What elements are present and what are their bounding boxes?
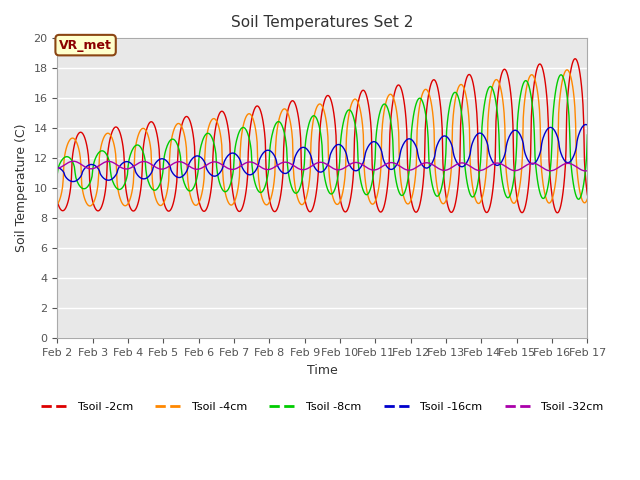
Tsoil -8cm (63, 154, 71, 159)
Tsoil -8cm (584, 132, 591, 138)
Tsoil -16cm (584, 122, 591, 128)
Tsoil -2cm (54, 199, 61, 205)
Tsoil -4cm (387, 92, 395, 97)
Tsoil -2cm (387, 119, 394, 125)
Tsoil -4cm (63, 143, 71, 149)
Tsoil -16cm (403, 137, 411, 143)
Tsoil -8cm (172, 138, 179, 144)
Text: VR_met: VR_met (59, 38, 112, 52)
Tsoil -8cm (387, 118, 394, 123)
Tsoil -2cm (118, 135, 125, 141)
Line: Tsoil -2cm: Tsoil -2cm (58, 59, 588, 213)
Tsoil -8cm (557, 72, 564, 78)
Tsoil -2cm (402, 116, 410, 122)
Tsoil -8cm (54, 170, 61, 176)
Legend: Tsoil -2cm, Tsoil -4cm, Tsoil -8cm, Tsoil -16cm, Tsoil -32cm: Tsoil -2cm, Tsoil -4cm, Tsoil -8cm, Tsoi… (36, 398, 608, 417)
Y-axis label: Soil Temperature (C): Soil Temperature (C) (15, 124, 28, 252)
Line: Tsoil -16cm: Tsoil -16cm (58, 124, 588, 181)
Tsoil -8cm (200, 136, 207, 142)
Tsoil -32cm (54, 166, 61, 171)
Tsoil -4cm (563, 67, 571, 73)
Title: Soil Temperatures Set 2: Soil Temperatures Set 2 (231, 15, 413, 30)
Tsoil -4cm (403, 201, 411, 206)
Tsoil -2cm (172, 191, 179, 196)
Tsoil -2cm (63, 202, 71, 208)
Tsoil -32cm (403, 167, 411, 173)
Tsoil -4cm (200, 176, 208, 181)
Tsoil -32cm (584, 168, 591, 174)
Tsoil -32cm (582, 168, 589, 174)
Tsoil -16cm (69, 179, 77, 184)
Tsoil -4cm (584, 196, 591, 202)
Tsoil -32cm (387, 160, 395, 166)
Tsoil -16cm (387, 167, 395, 172)
Tsoil -16cm (582, 121, 589, 127)
Tsoil -8cm (575, 196, 582, 202)
Tsoil -32cm (63, 160, 71, 166)
Tsoil -16cm (200, 158, 208, 164)
Tsoil -32cm (70, 158, 77, 164)
Tsoil -8cm (402, 185, 410, 191)
Tsoil -16cm (63, 176, 71, 181)
Tsoil -2cm (584, 192, 591, 198)
Tsoil -2cm (200, 208, 207, 214)
Tsoil -4cm (86, 203, 93, 209)
Line: Tsoil -4cm: Tsoil -4cm (58, 70, 588, 206)
Tsoil -16cm (54, 165, 61, 170)
Tsoil -16cm (172, 174, 180, 180)
Tsoil -2cm (571, 56, 579, 61)
Line: Tsoil -8cm: Tsoil -8cm (58, 75, 588, 199)
Tsoil -4cm (172, 122, 180, 128)
Tsoil -32cm (172, 159, 180, 165)
Tsoil -32cm (200, 164, 208, 169)
Tsoil -8cm (118, 186, 125, 192)
Line: Tsoil -32cm: Tsoil -32cm (58, 161, 588, 171)
Tsoil -2cm (554, 210, 561, 216)
X-axis label: Time: Time (307, 363, 338, 376)
Tsoil -16cm (118, 161, 126, 167)
Tsoil -4cm (118, 201, 126, 206)
Tsoil -32cm (118, 165, 126, 171)
Tsoil -4cm (54, 202, 61, 207)
